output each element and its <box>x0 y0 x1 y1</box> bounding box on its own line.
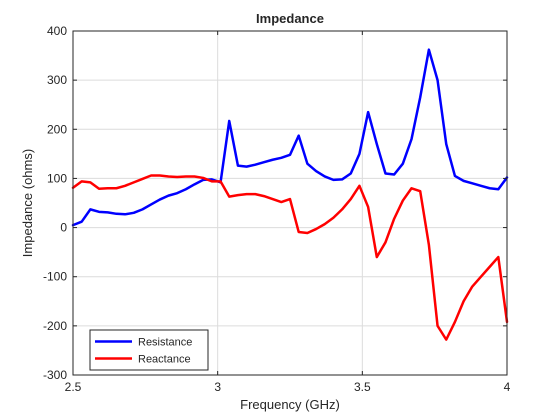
x-tick-label: 2.5 <box>65 380 82 394</box>
x-tick-label: 3.5 <box>354 380 371 394</box>
series-line-resistance <box>71 48 509 227</box>
y-tick-label: 400 <box>47 24 67 38</box>
chart-title: Impedance <box>256 11 324 26</box>
legend-label: Resistance <box>138 337 192 349</box>
y-tick-label: 0 <box>60 221 67 235</box>
legend: Resistance Reactance <box>89 329 209 371</box>
y-tick-label: -200 <box>43 319 67 333</box>
plot-frame <box>72 30 508 376</box>
y-tick-label: 100 <box>47 171 67 185</box>
x-axis-label: Frequency (GHz) <box>240 397 340 412</box>
y-tick-label: 200 <box>47 122 67 136</box>
y-tick-label: 300 <box>47 73 67 87</box>
series-layer <box>71 48 509 341</box>
axes: 2.5 3 3.5 4 -300 -200 -100 0 100 200 300 400 <box>43 24 511 394</box>
y-tick-label: -300 <box>43 368 67 382</box>
y-tick-label: -100 <box>43 270 67 284</box>
x-tick-label: 3 <box>214 380 221 394</box>
x-tick-label: 4 <box>504 380 511 394</box>
legend-label: Reactance <box>138 354 191 366</box>
legend-box <box>89 329 209 371</box>
y-axis-label: Impedance (ohms) <box>20 149 35 257</box>
series-line-reactance <box>71 174 509 341</box>
